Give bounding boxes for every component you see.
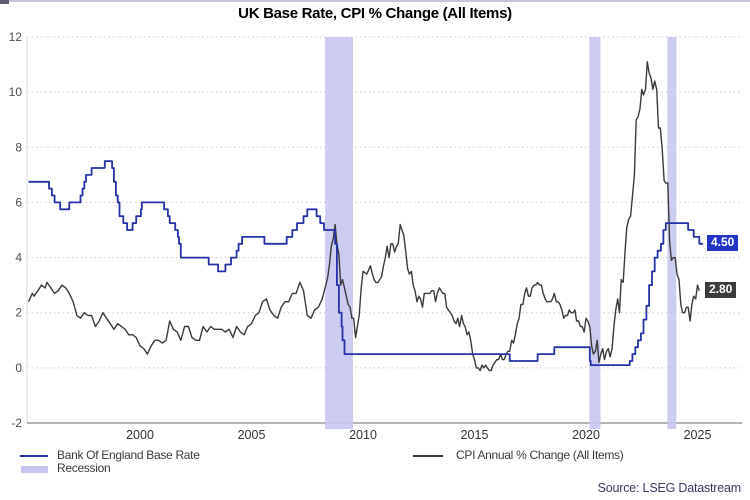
chart-title: UK Base Rate, CPI % Change (All Items) — [238, 5, 512, 22]
cpi-legend-label: CPI Annual % Change (All Items) — [456, 448, 624, 462]
svg-text:4: 4 — [15, 251, 22, 265]
cpi-legend-line-swatch — [413, 455, 443, 457]
series-base-rate — [28, 160, 704, 366]
svg-text:2015: 2015 — [461, 428, 489, 442]
svg-text:0: 0 — [15, 361, 22, 375]
svg-text:2025: 2025 — [684, 428, 712, 442]
svg-text:2005: 2005 — [238, 428, 266, 442]
source-attribution: Source: LSEG Datastream — [597, 481, 742, 495]
y-gridlines — [27, 36, 742, 369]
window-corner-artifact — [0, 0, 9, 4]
x-tick-labels: 2000 2005 2010 2015 2020 2025 — [126, 428, 711, 442]
svg-text:-2: -2 — [11, 416, 22, 430]
svg-text:8: 8 — [15, 140, 22, 154]
svg-text:10: 10 — [9, 85, 23, 99]
base-rate-legend-line-swatch — [20, 455, 48, 457]
y-tick-labels: -2 0 2 4 6 8 10 12 — [9, 30, 23, 430]
recession-legend-label: Recession — [57, 461, 111, 475]
svg-text:6: 6 — [15, 195, 22, 209]
svg-text:2020: 2020 — [572, 428, 600, 442]
svg-text:2: 2 — [15, 306, 22, 320]
latest-cpi-badge: 2.80 — [705, 281, 737, 298]
svg-text:2010: 2010 — [349, 428, 377, 442]
recession-bands — [325, 37, 677, 429]
svg-text:12: 12 — [9, 30, 23, 44]
series-cpi — [27, 61, 700, 372]
svg-text:2000: 2000 — [126, 428, 154, 442]
base-rate-legend-label: Bank Of England Base Rate — [57, 448, 200, 462]
window-edge-artifact — [0, 0, 750, 2]
recession-legend-swatch — [21, 466, 48, 473]
latest-base-rate-badge: 4.50 — [707, 234, 739, 251]
chart-plot-area: -2 0 2 4 6 8 10 12 2000 2005 2010 2015 2020 2025 — [9, 30, 742, 442]
